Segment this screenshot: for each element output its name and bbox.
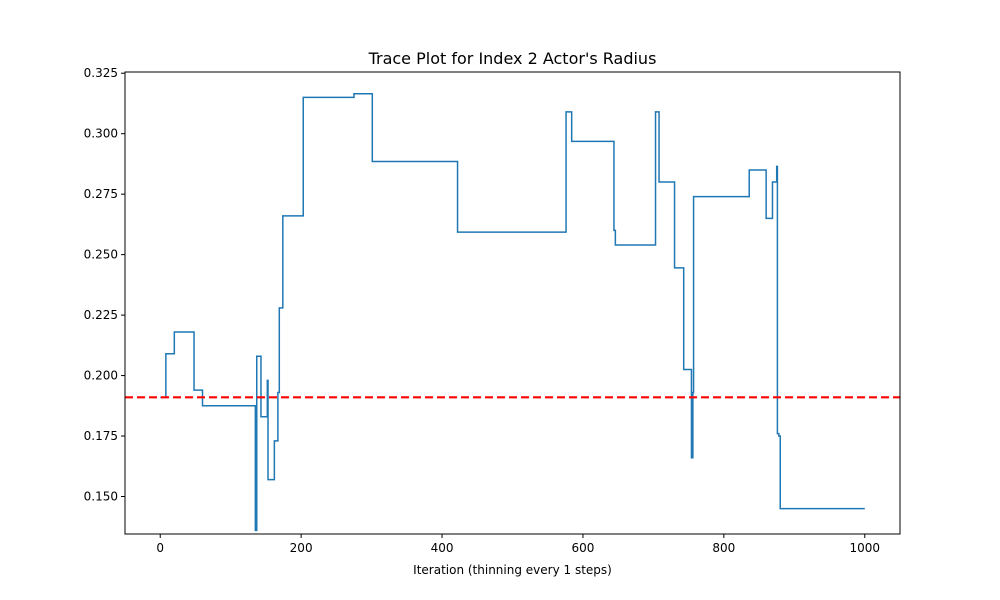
plot-area: 0 200 400 600 800 1000 0.150 0.175 0.200 0.225 0.2…: [84, 66, 901, 555]
plot-frame: [124, 71, 901, 535]
x-tick-label: 400: [431, 541, 454, 555]
y-tick-label: 0.200: [84, 369, 118, 383]
y-tick-label: 0.150: [84, 490, 118, 504]
trace-line: [160, 93, 865, 532]
y-tick-label: 0.275: [84, 187, 118, 201]
y-tick-label: 0.325: [84, 66, 118, 80]
y-tick-label: 0.250: [84, 248, 118, 262]
x-tick-label: 1000: [849, 541, 880, 555]
y-tick-label: 0.225: [84, 308, 118, 322]
x-axis-label: Iteration (thinning every 1 steps): [413, 563, 612, 577]
x-tick-label: 800: [712, 541, 735, 555]
x-tick-label: 600: [572, 541, 595, 555]
x-tick-label: 0: [156, 541, 164, 555]
chart-title: Trace Plot for Index 2 Actor's Radius: [368, 49, 657, 68]
x-tick-label: 200: [290, 541, 313, 555]
y-tick-label: 0.300: [84, 127, 118, 141]
y-tick-label: 0.175: [84, 429, 118, 443]
